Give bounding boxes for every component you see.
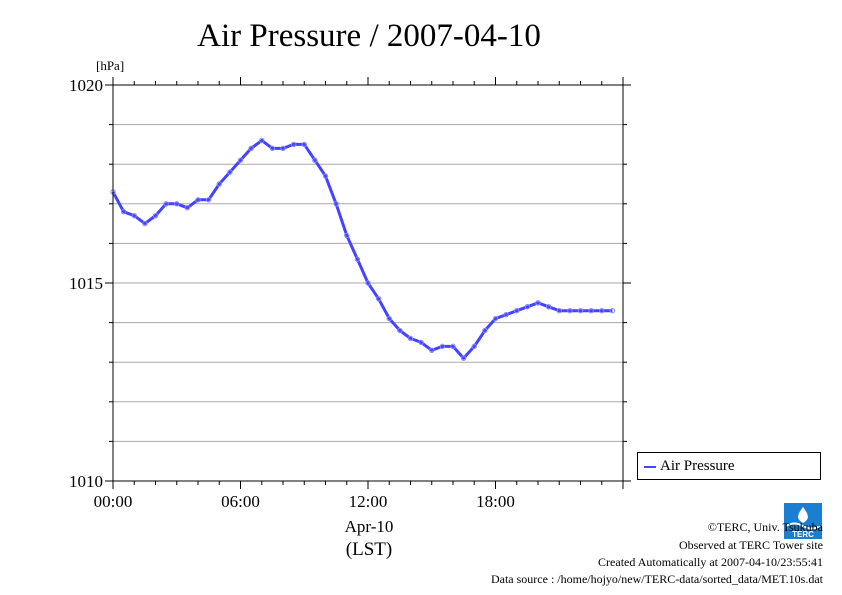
data-point (450, 343, 456, 350)
data-point (216, 181, 222, 187)
legend-label: Air Pressure (660, 458, 735, 474)
y-tick-label: 1020 (69, 76, 103, 95)
data-point (248, 145, 254, 152)
data-point (280, 145, 286, 152)
data-point (609, 308, 616, 314)
data-point (205, 197, 212, 203)
data-point (407, 335, 414, 342)
y-tick-label: 1010 (69, 472, 103, 491)
tick-labels: 1010 1015 1020 00:00 06:00 12:00 18:00 (69, 76, 515, 511)
data-point (460, 355, 467, 361)
data-point (163, 201, 169, 207)
terc-logo: TERC (784, 503, 822, 539)
terc-logo-icon: TERC (784, 503, 822, 539)
data-point (599, 308, 605, 314)
data-point (259, 137, 265, 144)
data-point (301, 141, 307, 148)
chart-title: Air Pressure / 2007-04-10 (197, 18, 541, 54)
x-tick-label: 06:00 (221, 492, 260, 511)
data-point (545, 304, 552, 310)
footer-source: Data source : /home/hojyo/new/TERC-data/… (490, 572, 823, 586)
data-point (344, 232, 350, 239)
data-point (577, 308, 584, 314)
footer-observed: Observed at TERC Tower site (678, 538, 823, 552)
data-point (397, 327, 403, 334)
data-point (131, 212, 137, 219)
data-point (120, 209, 127, 215)
legend-swatch (644, 466, 656, 468)
tick-marks (105, 77, 631, 489)
series-line-air-pressure (111, 138, 613, 360)
x-tick-label: 00:00 (94, 492, 133, 511)
data-point (482, 327, 488, 334)
y-tick-label: 1015 (69, 274, 103, 293)
logo-text: TERC (792, 530, 814, 539)
data-point (514, 308, 520, 314)
data-point (322, 173, 329, 179)
data-point (333, 201, 339, 207)
data-point (471, 343, 477, 350)
data-point (503, 311, 509, 318)
footer-copyright: ©TERC, Univ. Tsukuba (707, 520, 823, 534)
series-layer (110, 137, 616, 361)
data-point (418, 339, 424, 346)
data-point (439, 343, 446, 350)
data-point (365, 280, 371, 286)
data-point (429, 347, 435, 354)
data-point (535, 300, 541, 306)
data-point (152, 212, 159, 219)
data-point (227, 169, 233, 175)
x-tick-label: 12:00 (349, 492, 388, 511)
legend: Air Pressure (637, 452, 821, 480)
data-point (524, 304, 531, 310)
data-point (195, 197, 201, 203)
data-point (184, 205, 191, 211)
data-point (142, 220, 148, 227)
data-point (567, 308, 573, 314)
data-point (174, 201, 180, 207)
data-point (312, 157, 318, 163)
data-point (269, 145, 276, 152)
data-point (290, 141, 297, 148)
data-point (492, 315, 499, 322)
data-point (354, 256, 361, 262)
footer-created: Created Automatically at 2007-04-10/23:5… (598, 555, 823, 569)
x-axis-label-sub: (LST) (346, 539, 392, 560)
data-point (386, 315, 392, 322)
data-point (375, 296, 382, 302)
x-axis-label: Apr-10 (345, 517, 394, 536)
y-axis-unit: [hPa] (96, 58, 124, 73)
data-point (237, 157, 244, 163)
x-tick-label: 18:00 (476, 492, 515, 511)
data-point (556, 308, 562, 314)
data-point (588, 308, 594, 314)
